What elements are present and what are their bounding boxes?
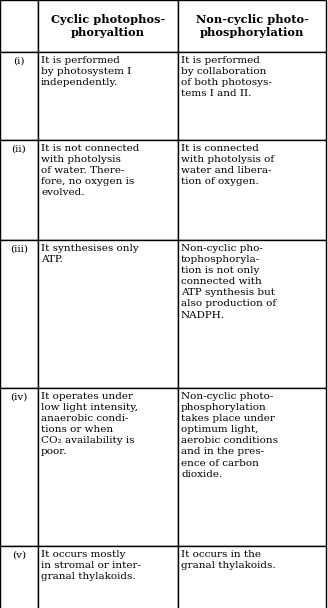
Bar (178, 240, 326, 388)
Text: Non-cyclic photo-
phosphorylation
takes place under
optimum light,
aerobic condi: Non-cyclic photo- phosphorylation takes … (181, 392, 278, 478)
Text: (v): (v) (12, 551, 26, 560)
Text: It is not connected
with photolysis
of water. There-
fore, no oxygen is
evolved.: It is not connected with photolysis of w… (41, 144, 139, 198)
Bar (178, 388, 326, 546)
Bar (0, 388, 38, 546)
Text: (iii): (iii) (10, 245, 28, 254)
Bar (178, 140, 326, 240)
Text: It occurs in the
granal thylakoids.: It occurs in the granal thylakoids. (181, 550, 276, 570)
Bar (38, 240, 178, 388)
Bar (178, 52, 326, 140)
Text: It is performed
by collaboration
of both photosys-
tems I and II.: It is performed by collaboration of both… (181, 56, 272, 98)
Bar (178, 546, 326, 608)
Bar (38, 0, 178, 52)
Text: Non-cyclic photo-
phosphorylation: Non-cyclic photo- phosphorylation (195, 14, 308, 38)
Text: It is connected
with photolysis of
water and libera-
tion of oxygen.: It is connected with photolysis of water… (181, 144, 274, 186)
Bar (0, 240, 38, 388)
Bar (38, 52, 178, 140)
Bar (38, 388, 178, 546)
Bar (0, 546, 38, 608)
Bar (0, 52, 38, 140)
Bar (0, 0, 38, 52)
Bar (178, 0, 326, 52)
Text: (iv): (iv) (10, 393, 28, 402)
Text: (ii): (ii) (11, 145, 26, 154)
Text: Non-cyclic pho-
tophosphoryla-
tion is not only
connected with
ATP synthesis but: Non-cyclic pho- tophosphoryla- tion is n… (181, 244, 276, 320)
Text: It occurs mostly
in stromal or inter-
granal thylakoids.: It occurs mostly in stromal or inter- gr… (41, 550, 141, 581)
Bar (0, 140, 38, 240)
Bar (38, 546, 178, 608)
Text: It operates under
low light intensity,
anaerobic condi-
tions or when
CO₂ availa: It operates under low light intensity, a… (41, 392, 138, 457)
Text: It synthesises only
ATP.: It synthesises only ATP. (41, 244, 139, 264)
Text: Cyclic photophos-
phoryaltion: Cyclic photophos- phoryaltion (51, 14, 165, 38)
Bar (38, 140, 178, 240)
Text: It is performed
by photosystem I
independently.: It is performed by photosystem I indepen… (41, 56, 131, 87)
Text: (i): (i) (13, 57, 25, 66)
